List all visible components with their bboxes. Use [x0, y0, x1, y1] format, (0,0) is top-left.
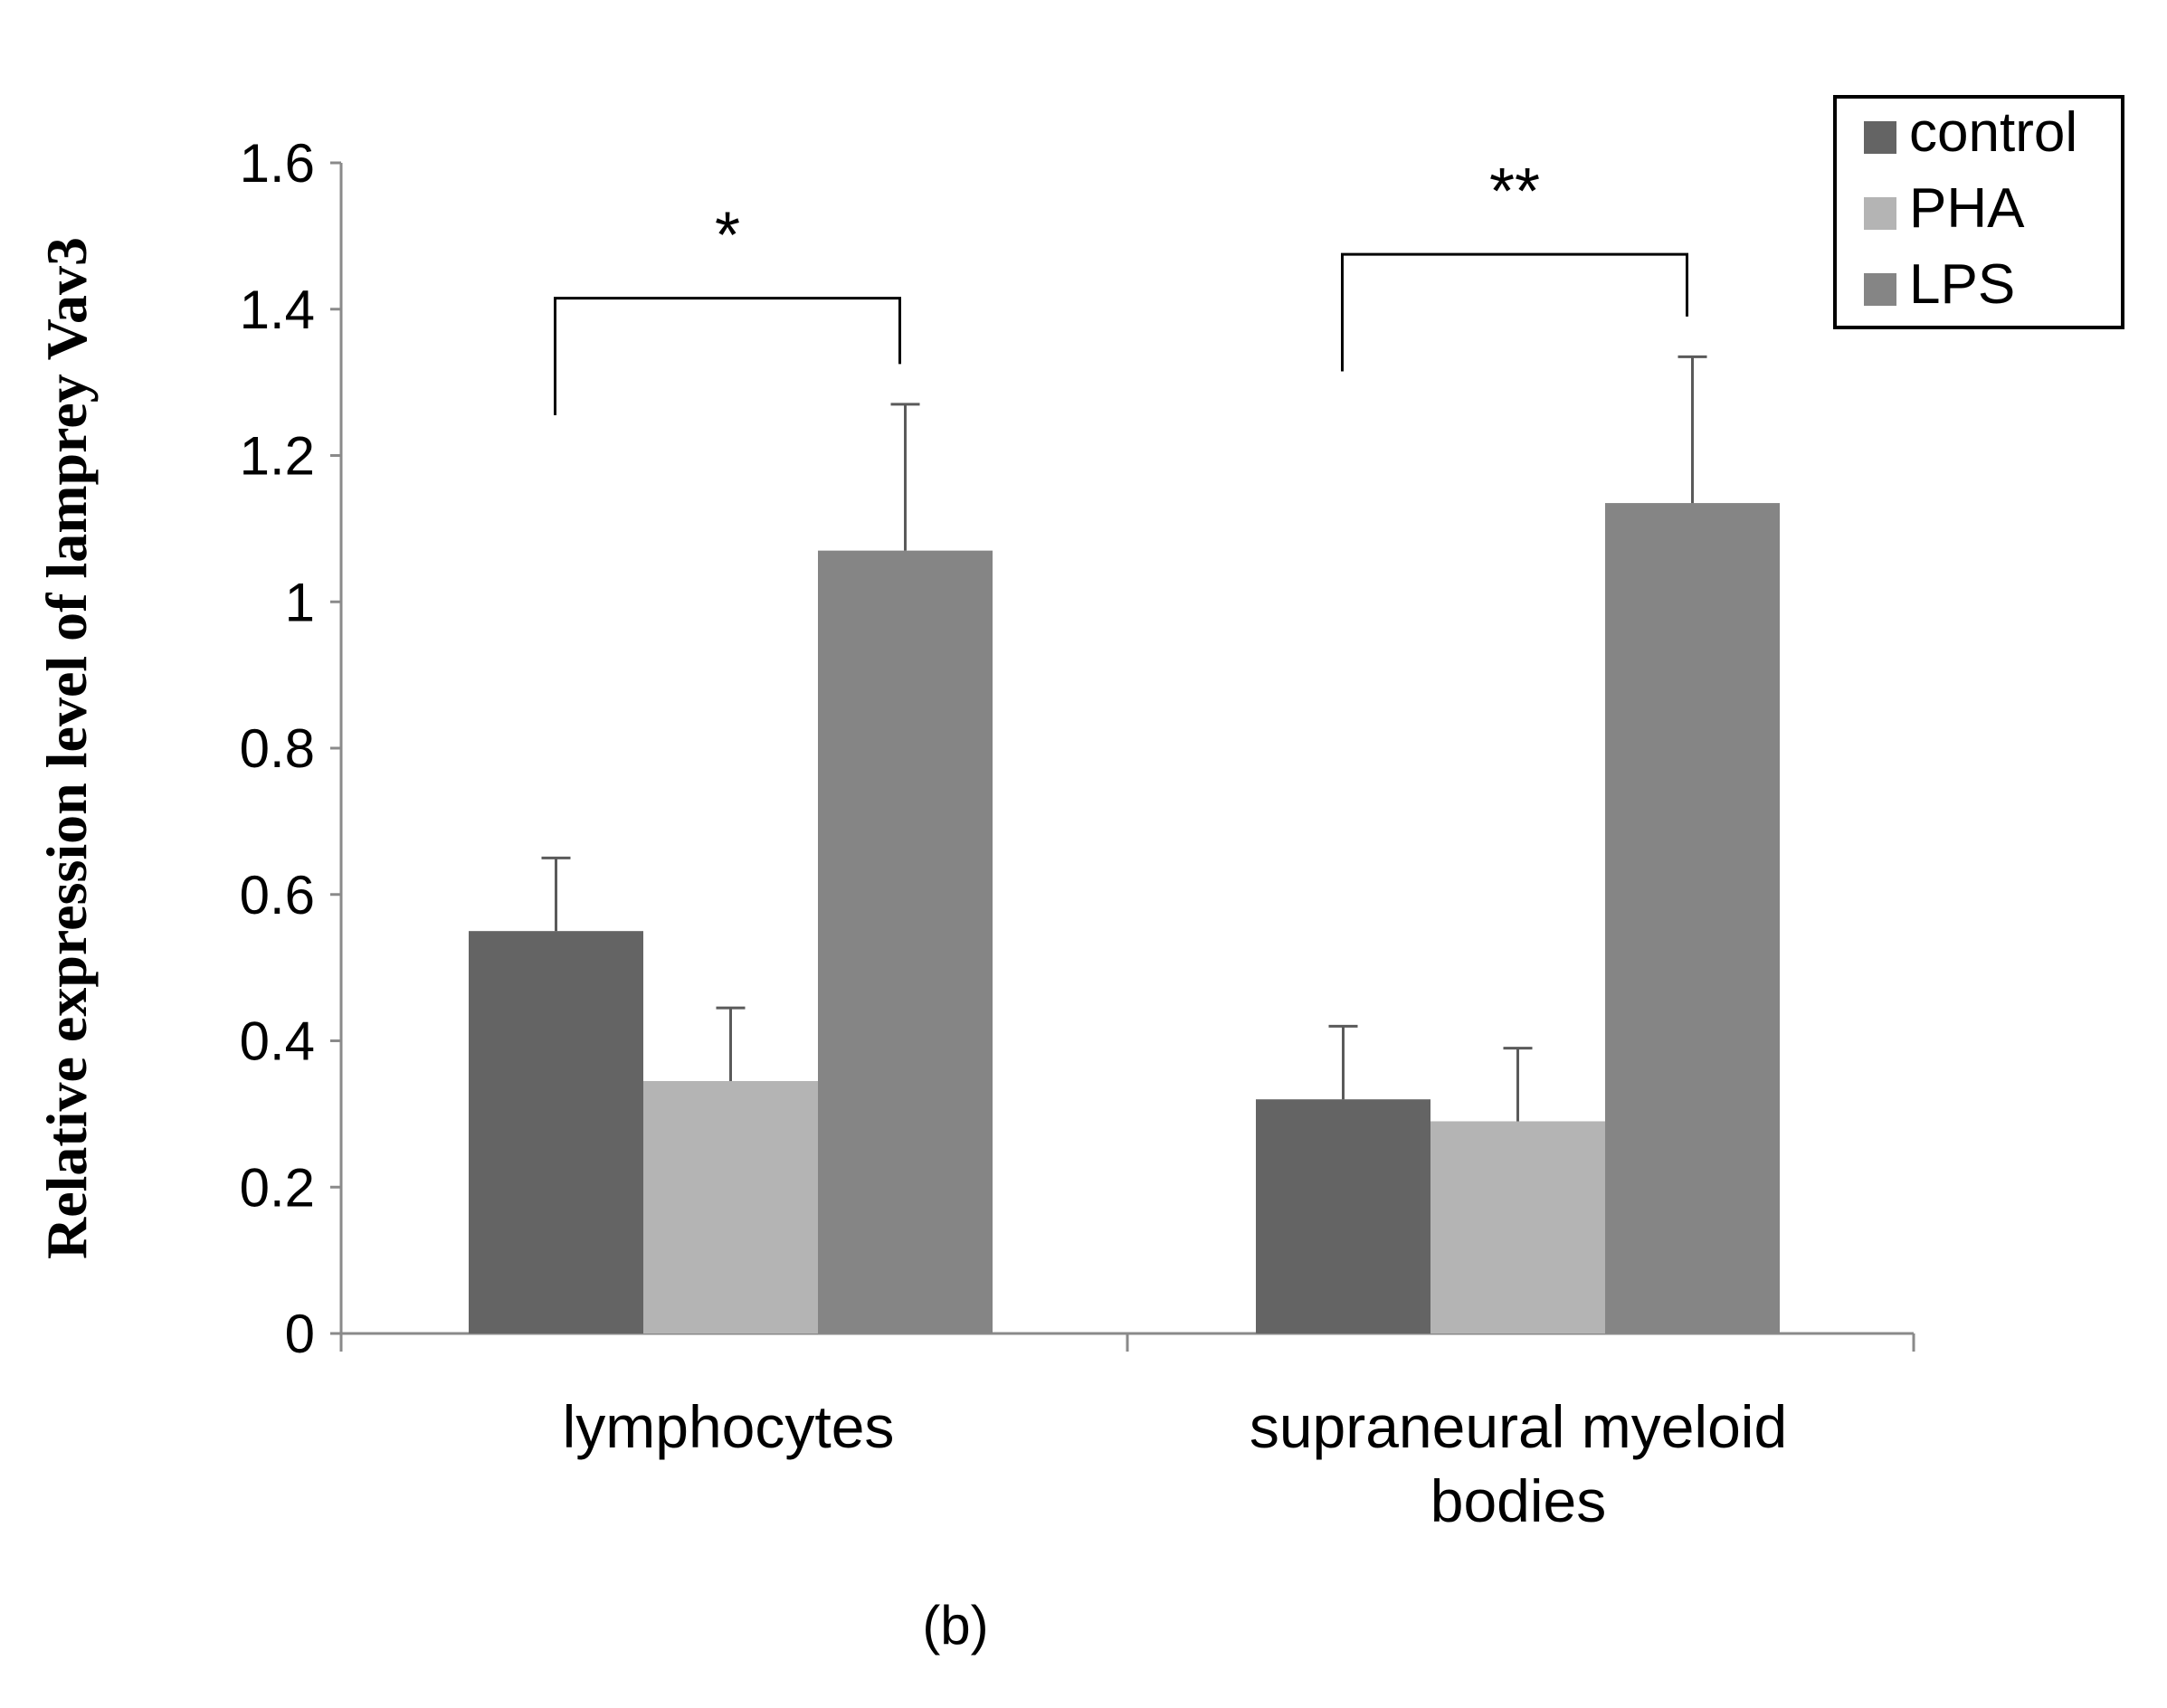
- legend-items: control PHA LPS: [1864, 101, 2077, 316]
- legend: control PHA LPS: [1833, 95, 2124, 329]
- x-ticks: [339, 1333, 1915, 1352]
- y-tick-label: 1.4: [240, 280, 315, 340]
- significance-bracket: [1341, 252, 1688, 372]
- significance-bracket: [554, 297, 901, 416]
- bar-control-0: [469, 931, 643, 1333]
- y-tick-label: 1.6: [240, 133, 315, 194]
- bar-LPS-1: [1605, 503, 1780, 1333]
- error-bars: [541, 355, 1707, 1122]
- legend-swatch-LPS: [1864, 273, 1896, 306]
- panel-label: (b): [922, 1595, 988, 1656]
- bar-LPS-0: [818, 550, 993, 1333]
- legend-label-control: control: [1909, 101, 2077, 164]
- significance-markers: ***: [554, 156, 1688, 416]
- legend-swatch-PHA: [1864, 197, 1896, 230]
- x-category-label: bodies: [1430, 1467, 1607, 1534]
- legend-swatch-control: [1864, 121, 1896, 154]
- bar-PHA-0: [643, 1080, 818, 1333]
- y-tick-label: 0.6: [240, 865, 315, 925]
- significance-label: **: [1489, 156, 1540, 228]
- bar-control-1: [1256, 1099, 1430, 1333]
- significance-label: *: [715, 200, 740, 272]
- legend-label-LPS: LPS: [1909, 253, 2015, 316]
- x-category-label: lymphocytes: [563, 1393, 895, 1460]
- y-tick-label: 0.4: [240, 1011, 315, 1072]
- y-tick-label: 0.2: [240, 1157, 315, 1218]
- bar-PHA-1: [1430, 1121, 1605, 1333]
- bars: [469, 503, 1780, 1333]
- legend-label-PHA: PHA: [1909, 177, 2025, 240]
- x-category-label: supraneural myeloid: [1250, 1393, 1787, 1460]
- y-tick-label: 0.8: [240, 718, 315, 779]
- y-ticks: 0 0.2 0.4 0.6 0.8 1 1.2 1.4 1.6: [240, 133, 341, 1364]
- y-tick-label: 0: [285, 1304, 315, 1364]
- y-tick-label: 1: [285, 572, 315, 632]
- y-tick-label: 1.2: [240, 426, 315, 487]
- x-category-labels: lymphocytes supraneural myeloid bodies: [563, 1393, 1788, 1534]
- y-axis-label: Relative expression level of lamprey Vav…: [34, 237, 99, 1259]
